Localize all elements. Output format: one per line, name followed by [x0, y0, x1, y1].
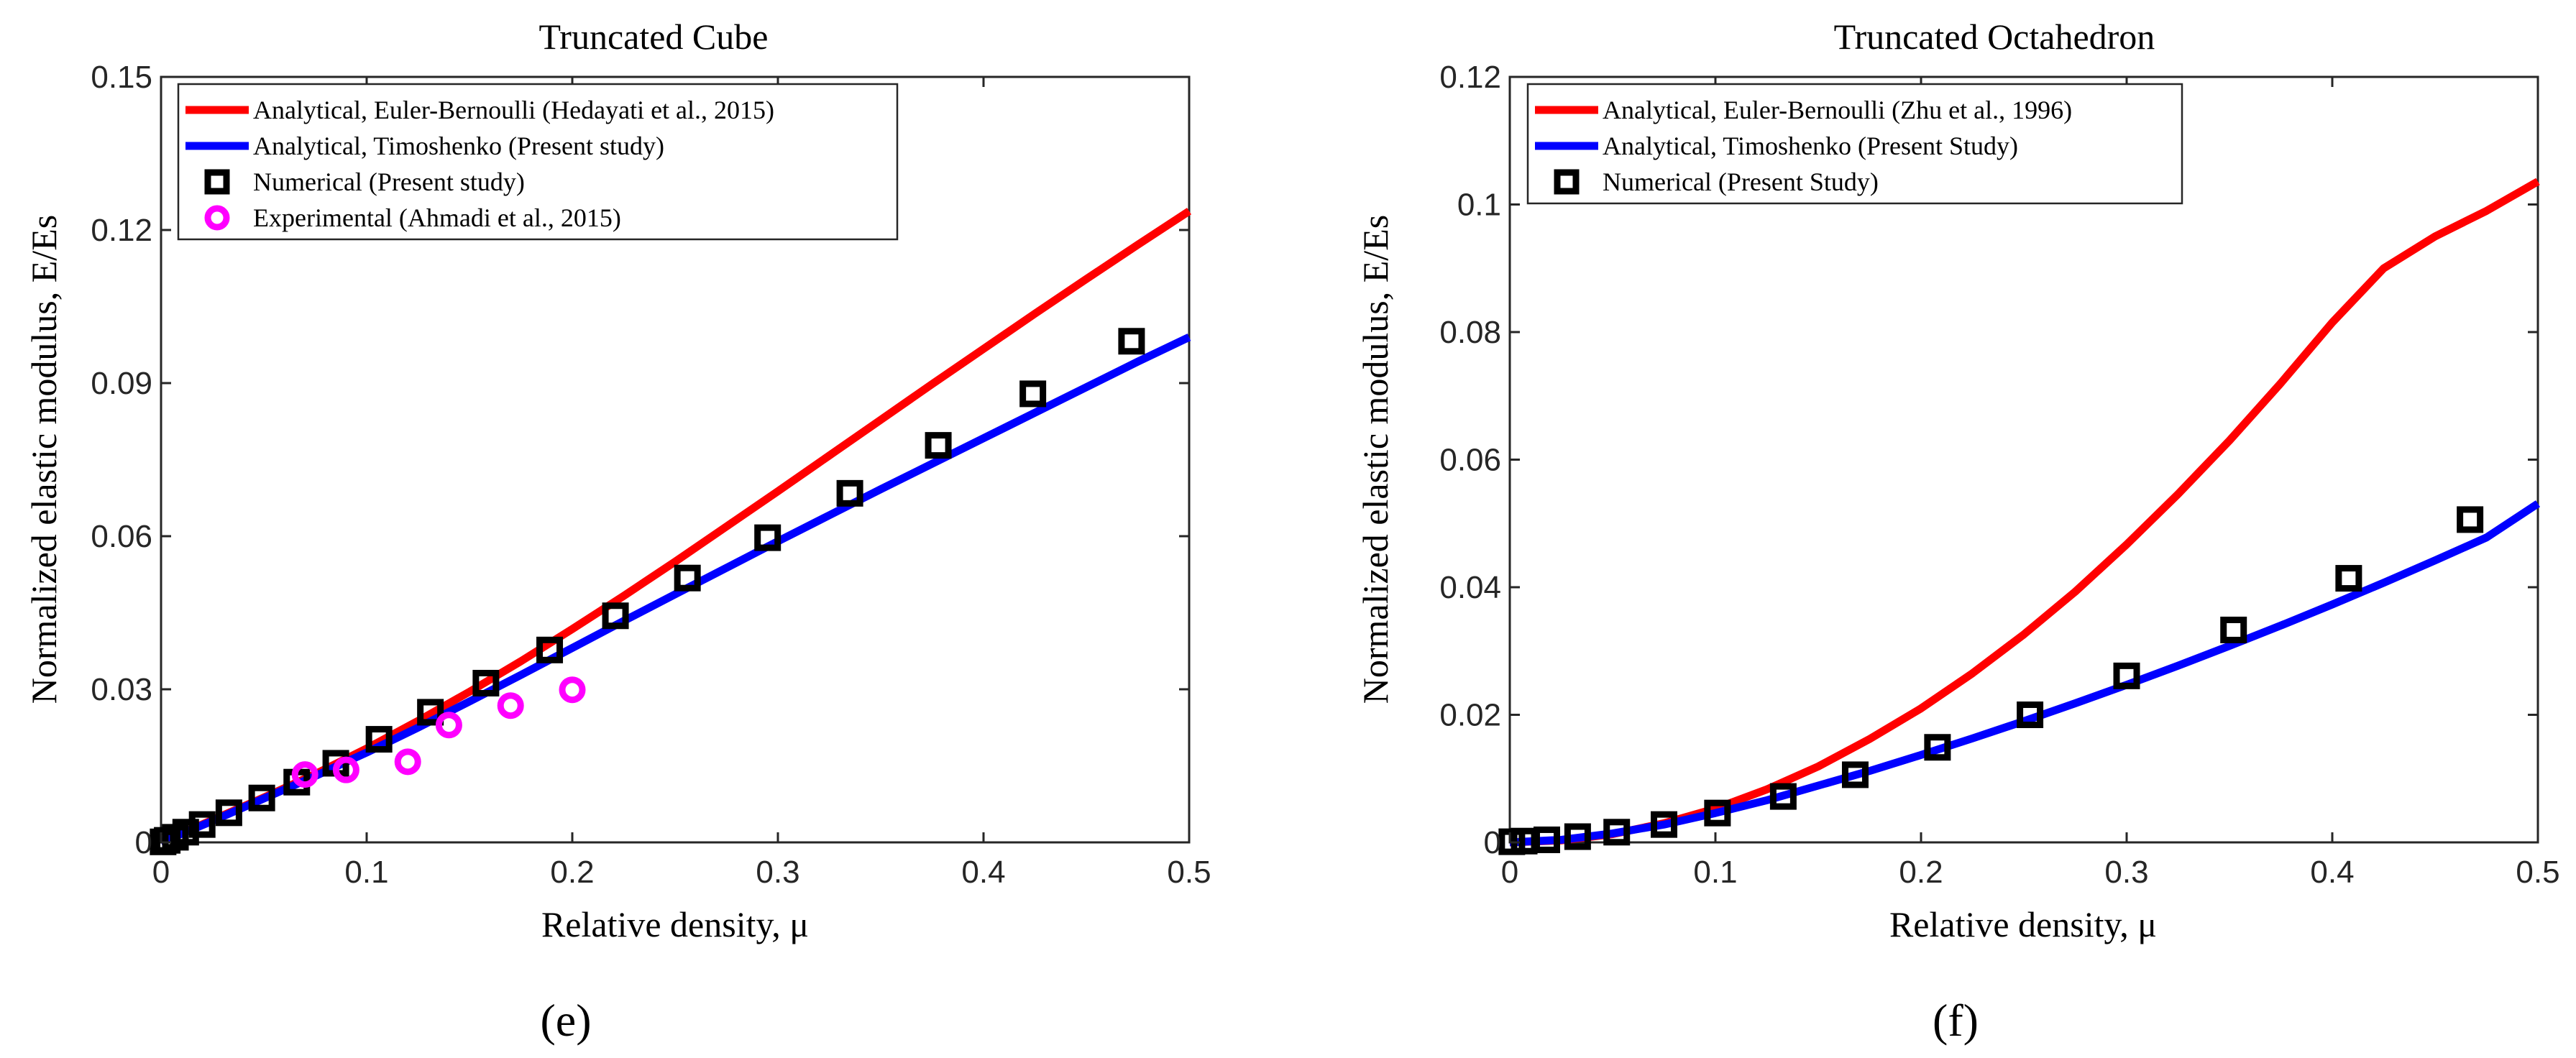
data-point-square	[925, 432, 952, 459]
data-point-square	[536, 636, 564, 663]
data-point-circle	[435, 712, 462, 739]
data-point-square	[2220, 616, 2247, 643]
x-tick-label: 0.5	[1167, 855, 1211, 890]
x-tick-label: 0.3	[756, 855, 799, 890]
data-point-square	[602, 602, 629, 630]
x-tick-label: 0.4	[2310, 855, 2354, 890]
data-point-square	[248, 784, 275, 811]
y-axis-label: Normalized elastic modulus, E/Es	[24, 215, 64, 704]
plot-area	[160, 75, 1191, 844]
data-point-square	[2457, 506, 2484, 533]
data-point-square	[1019, 380, 1047, 408]
data-point-square	[1841, 761, 1869, 788]
y-tick-label: 0.1	[1457, 188, 1501, 223]
legend-label: Numerical (Present Study)	[1603, 167, 1879, 196]
legend-label: Analytical, Euler-Bernoulli (Hedayati et…	[253, 96, 774, 124]
chart-panel-f: Truncated Octahedron 0 0.1 0.2 0.3 0.4 0.5 0 0.…	[1355, 17, 2560, 1046]
x-tick-label: 0.2	[550, 855, 594, 890]
legend: Analytical, Euler-Bernoulli (Hedayati et…	[177, 83, 899, 241]
chart-title: Truncated Octahedron	[1834, 17, 2155, 57]
series-line	[159, 334, 1191, 847]
legend-square-marker	[1554, 169, 1580, 195]
data-point-square	[754, 524, 781, 551]
x-axis-label: Relative density, μ	[1889, 904, 2157, 944]
y-tick-label: 0.12	[1439, 60, 1501, 95]
chart-title: Truncated Cube	[539, 17, 769, 57]
data-point-circle	[497, 692, 524, 719]
legend-box	[1526, 83, 2183, 205]
x-tick-label: 0.5	[2516, 855, 2559, 890]
data-point-circle	[291, 761, 318, 788]
legend-label: Numerical (Present study)	[253, 167, 525, 196]
x-axis-label: Relative density, μ	[541, 904, 809, 944]
data-point-circle	[394, 748, 421, 776]
data-point-square	[2017, 702, 2044, 728]
data-point-square	[365, 726, 393, 753]
x-tick-label: 0.1	[344, 855, 388, 890]
data-point-square	[2113, 662, 2140, 689]
data-point-square	[188, 811, 216, 838]
series-line	[1509, 500, 2541, 847]
y-tick-label: 0.09	[91, 366, 152, 401]
y-tick-label: 0.12	[91, 213, 152, 248]
y-tick-label: 0.15	[91, 60, 152, 95]
y-tick-label: 0	[1484, 825, 1501, 860]
data-point-circle	[559, 676, 586, 704]
y-axis-label: Normalized elastic modulus, E/Es	[1355, 215, 1395, 704]
data-point-square	[417, 699, 444, 726]
legend-label: Analytical, Euler-Bernoulli (Zhu et al.,…	[1603, 96, 2072, 124]
y-tick-label: 0.03	[91, 672, 152, 707]
data-point-square	[1533, 826, 1560, 853]
legend-label: Analytical, Timoshenko (Present Study)	[1603, 132, 2018, 160]
data-point-square	[215, 799, 242, 827]
data-point-square	[836, 479, 863, 507]
data-point-square	[1769, 783, 1797, 810]
legend: Analytical, Euler-Bernoulli (Zhu et al.,…	[1526, 83, 2183, 205]
panel-label: (e)	[540, 995, 591, 1046]
data-point-circle	[332, 756, 359, 783]
y-tick-label: 0.08	[1439, 315, 1501, 350]
data-point-square	[472, 669, 500, 696]
chart-panel-e: Truncated Cube 0 0.1 0.2 0.3 0.4 0.5 0 0.03 0.06…	[24, 17, 1211, 1046]
data-point-square	[1603, 819, 1631, 846]
data-point-square	[1651, 811, 1677, 838]
y-tick-label: 0.04	[1439, 570, 1501, 605]
data-point-square	[1924, 734, 1951, 761]
x-tick-label: 0.1	[1693, 855, 1737, 890]
legend-box	[177, 83, 899, 241]
data-point-square	[674, 564, 701, 592]
x-tick-label: 0.3	[2104, 855, 2148, 890]
panel-label: (f)	[1933, 995, 1979, 1046]
data-point-square	[1564, 823, 1591, 850]
y-tick-label: 0	[135, 825, 152, 860]
data-point-square	[1118, 328, 1145, 355]
y-tick-label: 0.02	[1439, 698, 1501, 733]
data-point-square	[1704, 799, 1731, 827]
x-tick-label: 0.4	[961, 855, 1005, 890]
y-tick-label: 0.06	[1439, 443, 1501, 478]
y-tick-label: 0.06	[91, 519, 152, 554]
x-tick-label: 0	[1501, 855, 1518, 890]
legend-circle-marker	[204, 205, 230, 231]
legend-label: Experimental (Ahmadi et al., 2015)	[253, 203, 621, 232]
legend-square-marker	[204, 169, 230, 195]
data-point-square	[2335, 565, 2362, 592]
legend-label: Analytical, Timoshenko (Present study)	[253, 132, 664, 160]
x-tick-label: 0	[152, 855, 170, 890]
x-tick-label: 0.2	[1899, 855, 1943, 890]
